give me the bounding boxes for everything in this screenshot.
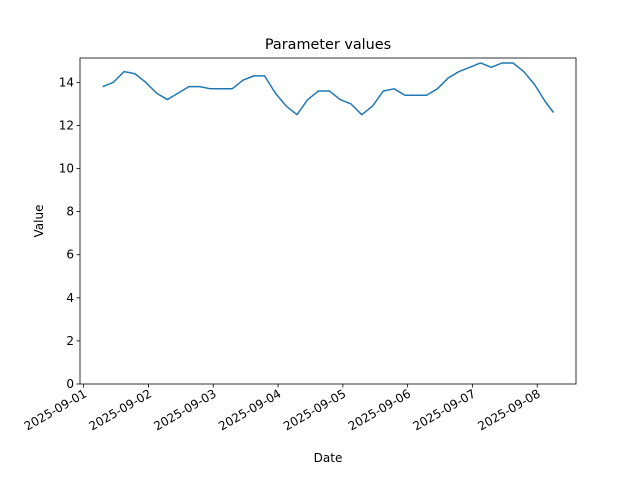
y-tick-label: 10 [59, 162, 74, 176]
y-tick-label: 4 [66, 291, 74, 305]
y-tick-label: 6 [66, 248, 74, 262]
plot-frame [79, 57, 577, 385]
data-line [102, 62, 555, 116]
y-tick-label: 14 [59, 75, 74, 89]
y-axis-label: Value [32, 205, 46, 238]
y-tick-label: 0 [66, 377, 74, 391]
y-tick-label: 12 [59, 118, 74, 132]
x-axis-label: Date [314, 451, 343, 465]
chart-title: Parameter values [265, 37, 391, 53]
y-tick-label: 2 [66, 334, 74, 348]
y-tick-label: 8 [66, 205, 74, 219]
